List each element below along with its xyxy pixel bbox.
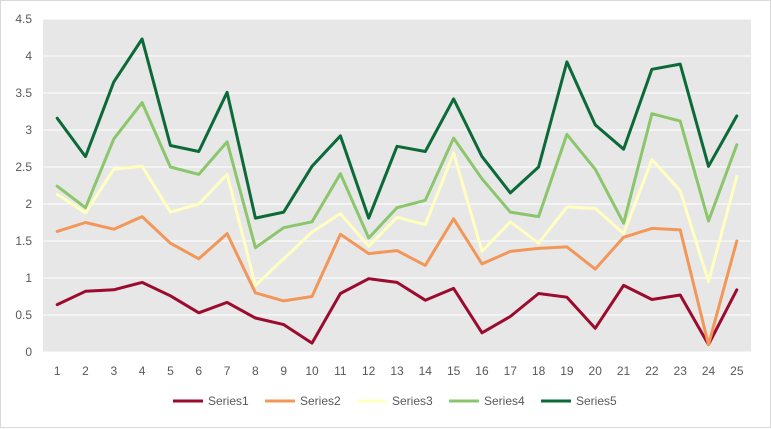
legend-label-series3: Series3 xyxy=(392,394,433,408)
legend: Series1 Series2 Series3 Series4 Series5 xyxy=(173,394,617,408)
y-tick-label: 4 xyxy=(25,49,32,63)
y-tick-label: 3 xyxy=(25,123,32,137)
series-lines xyxy=(55,37,739,347)
x-axis-tick-labels: 1 2 3 4 5 6 7 8 9 10 11 12 13 14 15 16 17 18 19 20 21 22 23 24 2… xyxy=(54,364,744,378)
x-tick-label: 13 xyxy=(390,364,404,378)
series-line-series3 xyxy=(55,151,739,287)
series-line-series5 xyxy=(55,37,739,220)
y-tick-label: 0 xyxy=(25,345,32,359)
x-tick-label: 11 xyxy=(334,364,347,378)
x-tick-label: 22 xyxy=(645,364,659,378)
series-line-series4 xyxy=(55,101,739,250)
y-tick-label: 0.5 xyxy=(15,308,32,322)
x-tick-label: 18 xyxy=(532,364,546,378)
y-tick-label: 1.5 xyxy=(15,234,32,248)
y-tick-label: 3.5 xyxy=(15,86,32,100)
x-tick-label: 25 xyxy=(730,364,744,378)
x-tick-label: 6 xyxy=(195,364,202,378)
x-tick-label: 5 xyxy=(167,364,174,378)
legend-label-series1: Series1 xyxy=(208,394,249,408)
x-tick-label: 15 xyxy=(447,364,461,378)
x-tick-label: 24 xyxy=(702,364,716,378)
x-tick-label: 19 xyxy=(560,364,574,378)
x-tick-label: 7 xyxy=(224,364,231,378)
series-line-series1 xyxy=(55,277,739,347)
x-tick-label: 21 xyxy=(617,364,631,378)
legend-label-series4: Series4 xyxy=(484,394,525,408)
x-tick-label: 14 xyxy=(419,364,433,378)
x-tick-label: 9 xyxy=(280,364,287,378)
legend-label-series5: Series5 xyxy=(576,394,617,408)
y-axis-tick-labels: 0 0.5 1 1.5 2 2.5 3 3.5 4 4.5 xyxy=(15,12,32,359)
x-tick-label: 23 xyxy=(674,364,688,378)
series-line-series2 xyxy=(55,215,739,347)
x-tick-label: 17 xyxy=(504,364,518,378)
x-tick-label: 12 xyxy=(362,364,376,378)
x-tick-label: 16 xyxy=(475,364,489,378)
x-tick-label: 8 xyxy=(252,364,259,378)
x-tick-label: 20 xyxy=(589,364,603,378)
y-tick-label: 1 xyxy=(25,271,32,285)
legend-label-series2: Series2 xyxy=(300,394,341,408)
gridlines xyxy=(43,18,751,353)
y-tick-label: 2 xyxy=(25,197,32,211)
x-tick-label: 3 xyxy=(110,364,117,378)
x-tick-label: 1 xyxy=(54,364,61,378)
y-tick-label: 4.5 xyxy=(15,12,32,26)
y-tick-label: 2.5 xyxy=(15,160,32,174)
x-tick-label: 4 xyxy=(139,364,146,378)
x-tick-label: 2 xyxy=(82,364,89,378)
x-tick-label: 10 xyxy=(305,364,319,378)
